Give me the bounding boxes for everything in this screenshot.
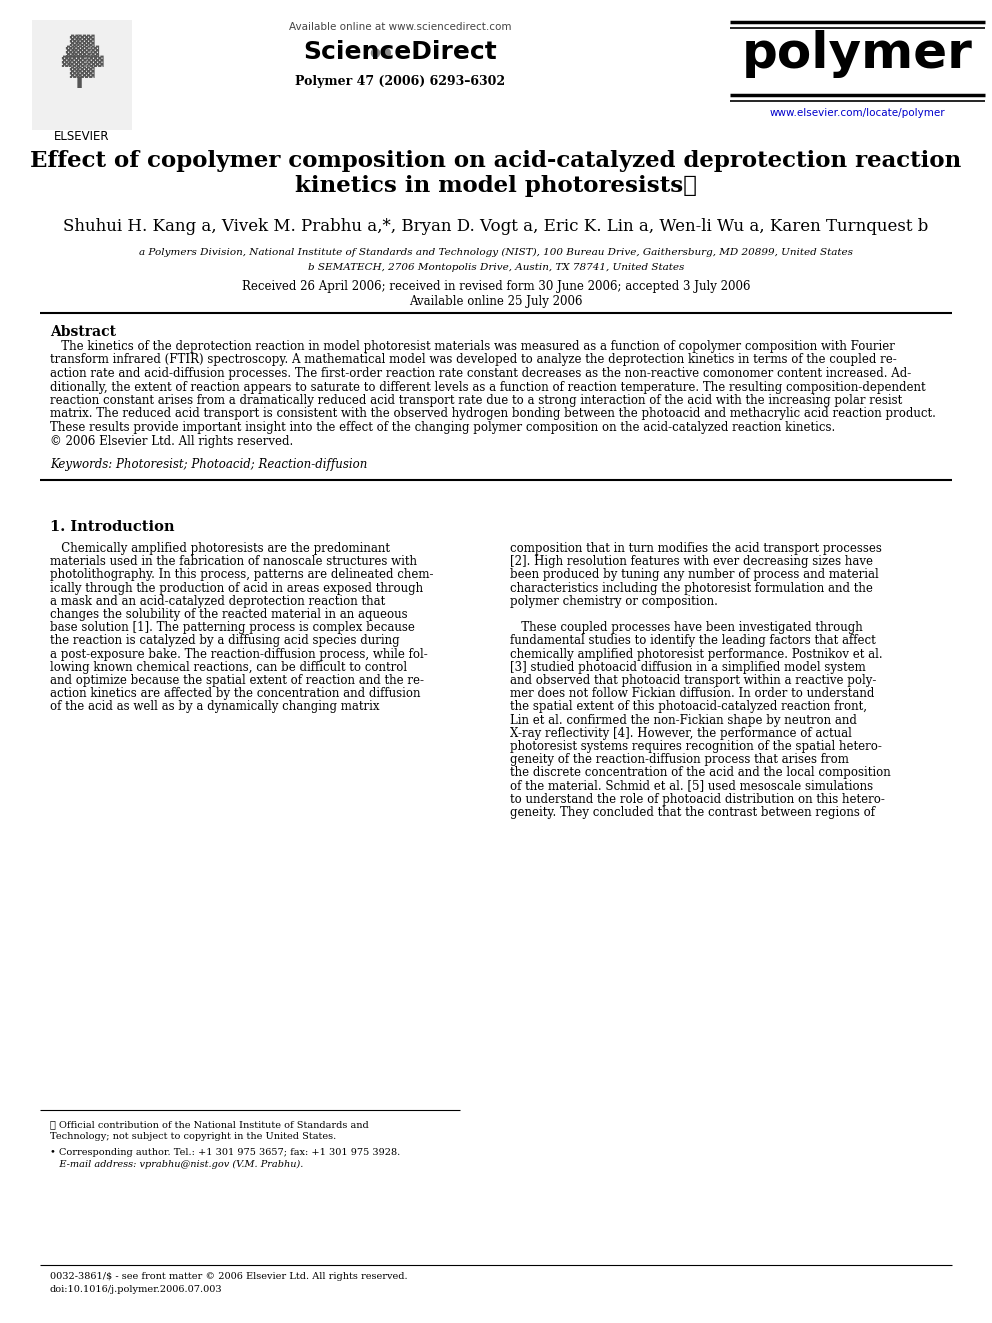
Text: the discrete concentration of the acid and the local composition: the discrete concentration of the acid a…: [510, 766, 891, 779]
Text: Abstract: Abstract: [50, 325, 116, 339]
Text: [3] studied photoacid diffusion in a simplified model system: [3] studied photoacid diffusion in a sim…: [510, 660, 866, 673]
Text: Shuhui H. Kang a, Vivek M. Prabhu a,*, Bryan D. Vogt a, Eric K. Lin a, Wen-li Wu: Shuhui H. Kang a, Vivek M. Prabhu a,*, B…: [63, 218, 929, 235]
Text: action kinetics are affected by the concentration and diffusion: action kinetics are affected by the conc…: [50, 687, 421, 700]
Text: chemically amplified photoresist performance. Postnikov et al.: chemically amplified photoresist perform…: [510, 647, 883, 660]
Text: of the acid as well as by a dynamically changing matrix: of the acid as well as by a dynamically …: [50, 700, 380, 713]
Text: action rate and acid-diffusion processes. The first-order reaction rate constant: action rate and acid-diffusion processes…: [50, 366, 912, 380]
Text: ELSEVIER: ELSEVIER: [55, 130, 110, 143]
Text: These coupled processes have been investigated through: These coupled processes have been invest…: [510, 622, 863, 634]
Text: characteristics including the photoresist formulation and the: characteristics including the photoresis…: [510, 582, 873, 594]
Text: changes the solubility of the reacted material in an aqueous: changes the solubility of the reacted ma…: [50, 609, 408, 620]
Text: a post-exposure bake. The reaction-diffusion process, while fol-: a post-exposure bake. The reaction-diffu…: [50, 647, 428, 660]
Text: photoresist systems requires recognition of the spatial hetero-: photoresist systems requires recognition…: [510, 740, 882, 753]
Text: geneity of the reaction-diffusion process that arises from: geneity of the reaction-diffusion proces…: [510, 753, 849, 766]
Text: Received 26 April 2006; received in revised form 30 June 2006; accepted 3 July 2: Received 26 April 2006; received in revi…: [242, 280, 750, 292]
Text: Lin et al. confirmed the non-Fickian shape by neutron and: Lin et al. confirmed the non-Fickian sha…: [510, 713, 857, 726]
Text: ically through the production of acid in areas exposed through: ically through the production of acid in…: [50, 582, 424, 594]
Text: a Polymers Division, National Institute of Standards and Technology (NIST), 100 : a Polymers Division, National Institute …: [139, 247, 853, 257]
Text: www.elsevier.com/locate/polymer: www.elsevier.com/locate/polymer: [769, 108, 944, 118]
Text: Polymer 47 (2006) 6293–6302: Polymer 47 (2006) 6293–6302: [295, 75, 505, 89]
Text: doi:10.1016/j.polymer.2006.07.003: doi:10.1016/j.polymer.2006.07.003: [50, 1285, 222, 1294]
Text: base solution [1]. The patterning process is complex because: base solution [1]. The patterning proces…: [50, 622, 415, 634]
Text: polymer: polymer: [742, 30, 972, 78]
Text: These results provide important insight into the effect of the changing polymer : These results provide important insight …: [50, 421, 835, 434]
Text: b SEMATECH, 2706 Montopolis Drive, Austin, TX 78741, United States: b SEMATECH, 2706 Montopolis Drive, Austi…: [308, 263, 684, 273]
Text: fundamental studies to identify the leading factors that affect: fundamental studies to identify the lead…: [510, 635, 876, 647]
Text: Keywords: Photoresist; Photoacid; Reaction-diffusion: Keywords: Photoresist; Photoacid; Reacti…: [50, 458, 367, 471]
Text: and observed that photoacid transport within a reactive poly-: and observed that photoacid transport wi…: [510, 673, 876, 687]
Text: 0032-3861/$ - see front matter © 2006 Elsevier Ltd. All rights reserved.: 0032-3861/$ - see front matter © 2006 El…: [50, 1271, 408, 1281]
Text: of the material. Schmid et al. [5] used mesoscale simulations: of the material. Schmid et al. [5] used …: [510, 779, 873, 792]
Text: ⋆ Official contribution of the National Institute of Standards and: ⋆ Official contribution of the National …: [50, 1121, 369, 1129]
Text: matrix. The reduced acid transport is consistent with the observed hydrogen bond: matrix. The reduced acid transport is co…: [50, 407, 935, 421]
Text: ScienceDirect: ScienceDirect: [304, 40, 497, 64]
Text: © 2006 Elsevier Ltd. All rights reserved.: © 2006 Elsevier Ltd. All rights reserved…: [50, 434, 294, 447]
Text: the spatial extent of this photoacid-catalyzed reaction front,: the spatial extent of this photoacid-cat…: [510, 700, 867, 713]
Text: Available online 25 July 2006: Available online 25 July 2006: [410, 295, 582, 308]
Text: mer does not follow Fickian diffusion. In order to understand: mer does not follow Fickian diffusion. I…: [510, 687, 874, 700]
Text: ▓▓▓
▓▓▓▓
▓▓▓▓▓
▓▓▓
 ▌: ▓▓▓ ▓▓▓▓ ▓▓▓▓▓ ▓▓▓ ▌: [61, 34, 103, 89]
Text: photolithography. In this process, patterns are delineated chem-: photolithography. In this process, patte…: [50, 569, 434, 581]
Text: and optimize because the spatial extent of reaction and the re-: and optimize because the spatial extent …: [50, 673, 424, 687]
Text: Available online at www.sciencedirect.com: Available online at www.sciencedirect.co…: [289, 22, 511, 32]
Text: a mask and an acid-catalyzed deprotection reaction that: a mask and an acid-catalyzed deprotectio…: [50, 595, 385, 607]
Text: Effect of copolymer composition on acid-catalyzed deprotection reaction: Effect of copolymer composition on acid-…: [31, 149, 961, 172]
Text: E-mail address: vprabhu@nist.gov (V.M. Prabhu).: E-mail address: vprabhu@nist.gov (V.M. P…: [50, 1160, 304, 1170]
Text: The kinetics of the deprotection reaction in model photoresist materials was mea: The kinetics of the deprotection reactio…: [50, 340, 895, 353]
Bar: [32, 20, 132, 130]
Text: been produced by tuning any number of process and material: been produced by tuning any number of pr…: [510, 569, 879, 581]
Text: 1. Introduction: 1. Introduction: [50, 520, 175, 534]
Text: geneity. They concluded that the contrast between regions of: geneity. They concluded that the contras…: [510, 806, 875, 819]
Text: polymer chemistry or composition.: polymer chemistry or composition.: [510, 595, 718, 607]
Text: [2]. High resolution features with ever decreasing sizes have: [2]. High resolution features with ever …: [510, 556, 873, 568]
Text: kinetics in model photoresists⋆: kinetics in model photoresists⋆: [295, 175, 697, 197]
Text: composition that in turn modifies the acid transport processes: composition that in turn modifies the ac…: [510, 542, 882, 556]
Text: reaction constant arises from a dramatically reduced acid transport rate due to : reaction constant arises from a dramatic…: [50, 394, 903, 407]
Text: the reaction is catalyzed by a diffusing acid species during: the reaction is catalyzed by a diffusing…: [50, 635, 400, 647]
Text: ●●: ●●: [370, 45, 396, 58]
Text: to understand the role of photoacid distribution on this hetero-: to understand the role of photoacid dist…: [510, 792, 885, 806]
Text: X-ray reflectivity [4]. However, the performance of actual: X-ray reflectivity [4]. However, the per…: [510, 726, 852, 740]
Text: • Corresponding author. Tel.: +1 301 975 3657; fax: +1 301 975 3928.: • Corresponding author. Tel.: +1 301 975…: [50, 1148, 400, 1158]
Text: transform infrared (FTIR) spectroscopy. A mathematical model was developed to an: transform infrared (FTIR) spectroscopy. …: [50, 353, 897, 366]
Text: lowing known chemical reactions, can be difficult to control: lowing known chemical reactions, can be …: [50, 660, 407, 673]
Text: materials used in the fabrication of nanoscale structures with: materials used in the fabrication of nan…: [50, 556, 417, 568]
Text: Technology; not subject to copyright in the United States.: Technology; not subject to copyright in …: [50, 1132, 336, 1140]
Text: ditionally, the extent of reaction appears to saturate to different levels as a : ditionally, the extent of reaction appea…: [50, 381, 926, 393]
Text: Chemically amplified photoresists are the predominant: Chemically amplified photoresists are th…: [50, 542, 390, 556]
